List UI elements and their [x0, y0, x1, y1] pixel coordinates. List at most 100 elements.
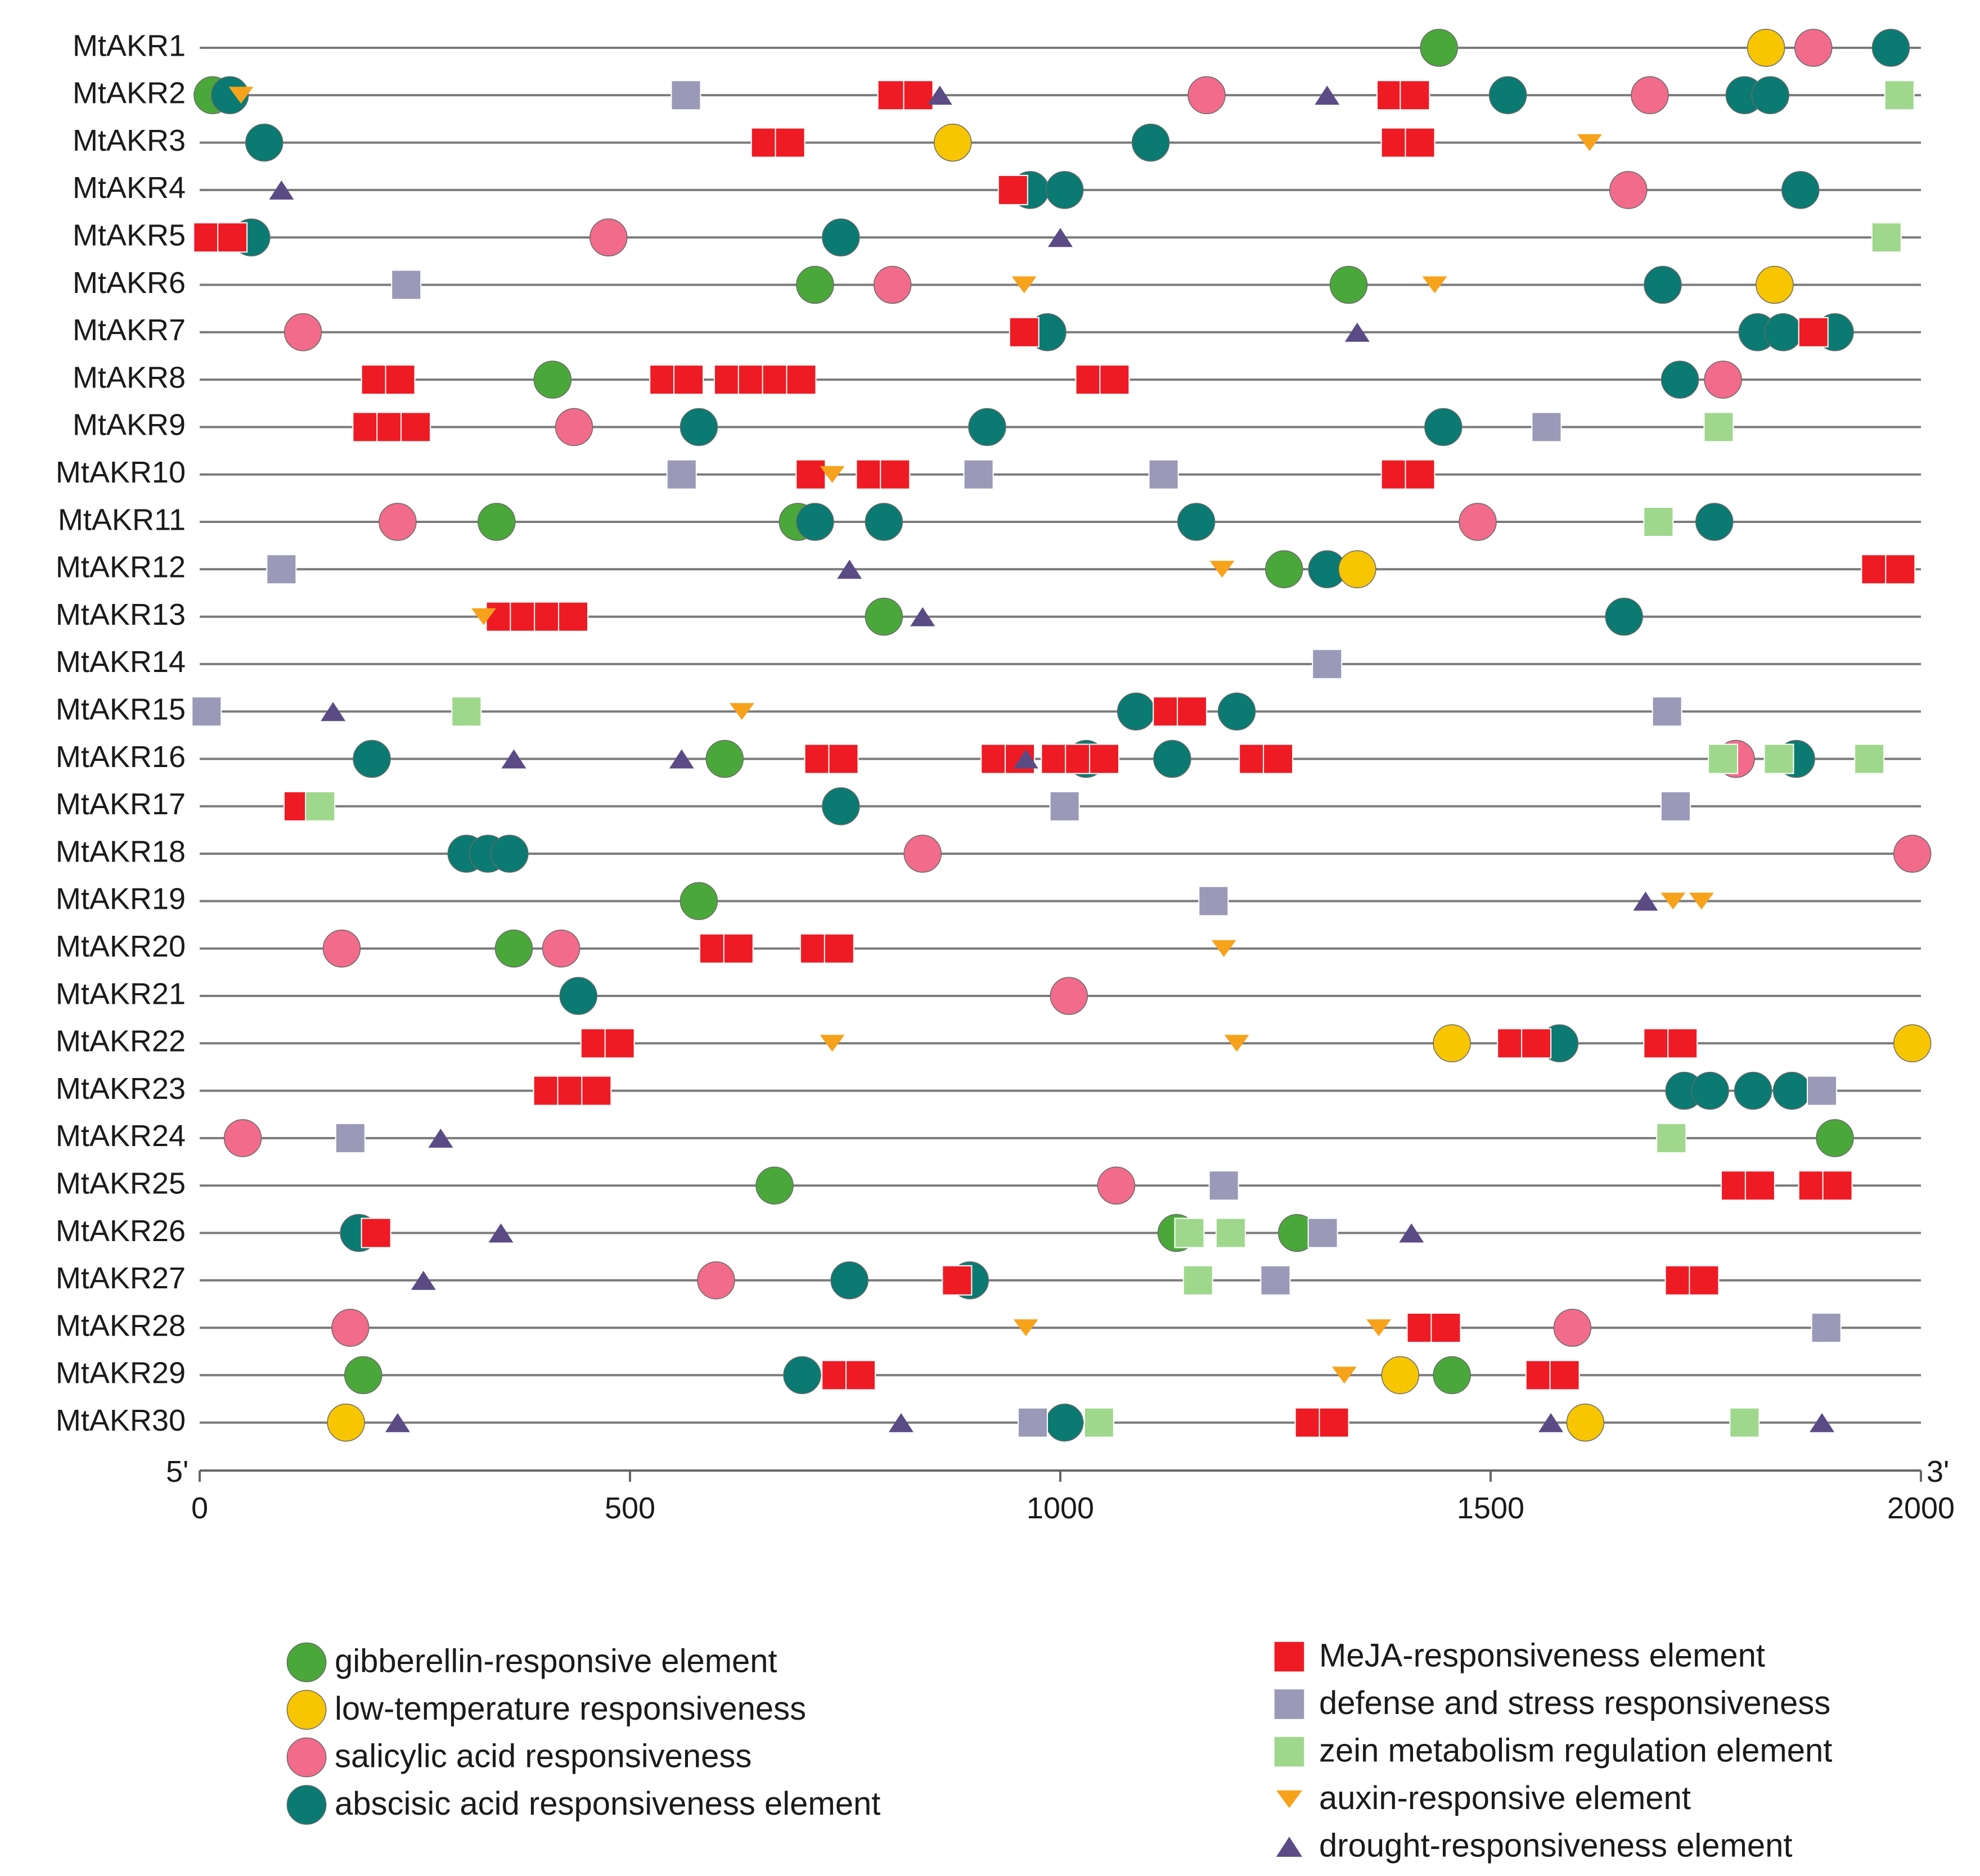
- gibberellin-marker: [344, 1356, 382, 1395]
- abscisic-marker: [1734, 1071, 1772, 1110]
- legend-swatch-meja: [1273, 1640, 1306, 1673]
- salicylic-marker: [903, 835, 942, 873]
- gene-label: MtAKR19: [56, 882, 186, 916]
- legend-item: gibberellin-responsive element: [286, 1642, 777, 1683]
- salicylic-marker: [1893, 835, 1932, 873]
- drought-marker: [888, 1413, 914, 1432]
- auxin-marker: [1209, 561, 1235, 578]
- zein-marker: [1215, 1217, 1246, 1248]
- auxin-marker: [1689, 892, 1714, 910]
- legend-item: salicylic acid responsiveness: [286, 1737, 752, 1778]
- meja-marker: [1549, 1360, 1580, 1391]
- legend-swatch-lowtemp: [286, 1690, 327, 1730]
- zein-marker: [1656, 1122, 1687, 1153]
- legend-swatch-auxin: [1276, 1790, 1303, 1809]
- gibberellin-marker: [1329, 265, 1368, 304]
- lowtemp-marker: [1756, 265, 1794, 304]
- gene-label: MtAKR8: [73, 360, 186, 394]
- meja-marker: [1400, 80, 1430, 111]
- lowtemp-marker: [1893, 1024, 1932, 1063]
- drought-marker: [411, 1270, 436, 1290]
- abscisic-marker: [822, 218, 860, 256]
- zein-marker: [1871, 222, 1902, 253]
- abscisic-marker: [680, 408, 718, 447]
- auxin-marker: [1224, 1035, 1249, 1052]
- salicylic-marker: [322, 929, 361, 968]
- defense-marker: [670, 80, 701, 111]
- meja-marker: [845, 1360, 876, 1391]
- abscisic-marker: [830, 1261, 868, 1300]
- abscisic-marker: [1424, 408, 1462, 447]
- abscisic-marker: [1660, 360, 1699, 399]
- gene-label: MtAKR10: [56, 456, 186, 489]
- gibberellin-marker: [680, 882, 718, 921]
- gene-label: MtAKR3: [73, 124, 186, 157]
- abscisic-marker: [490, 835, 529, 873]
- lowtemp-marker: [1433, 1024, 1471, 1063]
- meja-marker: [1822, 1170, 1853, 1201]
- drought-marker: [321, 702, 346, 721]
- gene-label: MtAKR18: [56, 835, 186, 868]
- legend-label: zein metabolism regulation element: [1319, 1732, 1832, 1769]
- zein-marker: [1729, 1407, 1760, 1438]
- meja-marker: [673, 364, 704, 395]
- element-marks: [191, 29, 1932, 1442]
- x-tick-label: 2000: [1887, 1491, 1955, 1525]
- zein-marker: [1703, 412, 1734, 443]
- lowtemp-marker: [1747, 29, 1785, 67]
- gene-label: MtAKR21: [56, 977, 186, 1011]
- abscisic-marker: [245, 123, 284, 162]
- gene-label: MtAKR15: [56, 692, 186, 726]
- salicylic-marker: [331, 1309, 370, 1347]
- x-tick-label: 1500: [1457, 1491, 1524, 1525]
- auxin-marker: [820, 1035, 845, 1052]
- legend: gibberellin-responsive element low-temper…: [286, 1637, 1832, 1864]
- meja-marker: [400, 412, 431, 443]
- gene-label: MtAKR23: [56, 1072, 186, 1106]
- legend-swatch-zein: [1273, 1735, 1306, 1768]
- abscisic-marker: [1772, 1071, 1811, 1110]
- legend-label: abscisic acid responsiveness element: [335, 1785, 880, 1822]
- meja-marker: [775, 127, 806, 158]
- drought-marker: [1633, 891, 1658, 911]
- meja-marker: [1177, 696, 1208, 727]
- drought-marker: [501, 749, 526, 769]
- defense-marker: [1260, 1265, 1291, 1296]
- legend-item: abscisic acid responsiveness element: [286, 1785, 880, 1825]
- abscisic-marker: [1605, 597, 1643, 636]
- meja-marker: [1744, 1170, 1775, 1201]
- gene-label: MtAKR14: [56, 645, 186, 679]
- x-tick-label: 0: [191, 1491, 208, 1525]
- abscisic-marker: [1131, 123, 1170, 162]
- defense-marker: [1208, 1170, 1239, 1201]
- legend-item: drought-responsiveness element: [1276, 1827, 1792, 1864]
- meja-marker: [604, 1028, 635, 1059]
- abscisic-marker: [1764, 313, 1802, 351]
- gene-label: MtAKR27: [56, 1261, 186, 1295]
- abscisic-marker: [1217, 692, 1256, 730]
- meja-marker: [1689, 1265, 1720, 1296]
- drought-marker: [488, 1223, 514, 1243]
- meja-marker: [1089, 743, 1120, 774]
- gene-label: MtAKR20: [56, 930, 186, 963]
- salicylic-marker: [1704, 360, 1742, 399]
- salicylic-marker: [555, 408, 593, 447]
- lowtemp-marker: [1566, 1403, 1605, 1442]
- legend-label: auxin-responsive element: [1319, 1780, 1691, 1816]
- defense-marker: [1660, 791, 1691, 822]
- defense-marker: [1531, 412, 1562, 443]
- auxin-marker: [471, 608, 496, 625]
- salicylic-marker: [379, 503, 417, 541]
- meja-marker: [361, 1217, 392, 1248]
- gene-label: MtAKR4: [73, 171, 186, 205]
- abscisic-marker: [796, 503, 834, 541]
- salicylic-marker: [1609, 171, 1648, 209]
- drought-marker: [1538, 1413, 1564, 1432]
- meja-marker: [877, 80, 908, 111]
- abscisic-marker: [865, 503, 903, 541]
- salicylic-marker: [1631, 76, 1669, 115]
- defense-marker: [1811, 1313, 1842, 1343]
- gibberellin-marker: [796, 265, 834, 304]
- gene-label: MtAKR13: [56, 598, 186, 632]
